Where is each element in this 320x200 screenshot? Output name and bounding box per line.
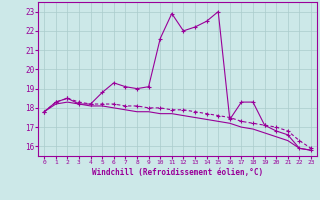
X-axis label: Windchill (Refroidissement éolien,°C): Windchill (Refroidissement éolien,°C) xyxy=(92,168,263,177)
